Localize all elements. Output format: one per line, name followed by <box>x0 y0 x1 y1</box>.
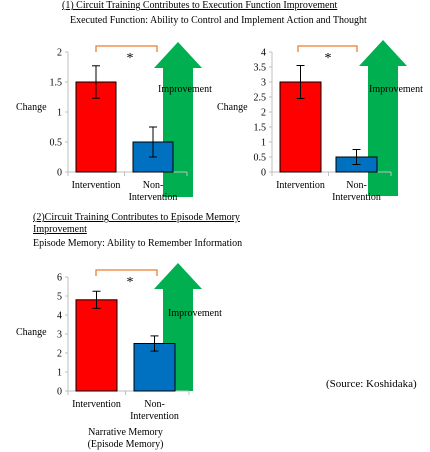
y-tick-label: 1 <box>261 138 266 149</box>
section2-heading-line1: (2)Circuit Training Contributes to Episo… <box>33 212 240 223</box>
y-axis-label: Change <box>16 327 47 338</box>
x-category-label: Non- <box>346 180 367 191</box>
section2-subheading: Episode Memory: Ability to Remember Info… <box>33 238 243 249</box>
x-category-label: Intervention <box>129 192 178 203</box>
y-tick-label: 1 <box>57 108 62 119</box>
y-tick-label: 1 <box>57 368 62 379</box>
y-tick-label: 0.5 <box>254 153 267 164</box>
x-category-label: Non- <box>143 180 164 191</box>
x-category-label: Intervention <box>276 180 325 191</box>
y-tick-label: 6 <box>57 273 62 284</box>
significance-bracket <box>297 45 358 52</box>
significance-star: * <box>325 51 332 66</box>
improvement-label: Improvement <box>369 84 423 95</box>
y-tick-label: 5 <box>57 292 62 303</box>
section2-heading-line2: Improvement <box>33 224 87 235</box>
x-category-label: Intervention <box>72 180 121 191</box>
section1-heading: (1) Circuit Training Contributes to Exec… <box>62 0 338 11</box>
y-tick-label: 3 <box>261 78 266 89</box>
y-tick-label: 4 <box>57 311 62 322</box>
y-tick-label: 2 <box>57 349 62 360</box>
y-tick-label: 3.5 <box>254 63 267 74</box>
y-tick-label: 0 <box>57 387 62 398</box>
source-note: (Source: Koshidaka) <box>326 378 417 390</box>
y-tick-label: 1.5 <box>50 78 63 89</box>
y-tick-label: 0 <box>57 168 62 179</box>
y-tick-label: 1.5 <box>254 123 267 134</box>
y-tick-label: 0.5 <box>50 138 63 149</box>
x-category-label: Intervention <box>332 192 381 203</box>
significance-star: * <box>127 275 134 290</box>
x-axis-title: (Episode Memory) <box>88 439 164 450</box>
improvement-label: Improvement <box>158 84 212 95</box>
x-category-label: Intervention <box>130 411 179 422</box>
y-tick-label: 2 <box>57 48 62 59</box>
y-tick-label: 4 <box>261 48 266 59</box>
significance-star: * <box>127 51 134 66</box>
section1-subheading: Executed Function: Ability to Control an… <box>70 15 367 26</box>
y-tick-label: 2 <box>261 108 266 119</box>
significance-bracket <box>95 269 158 276</box>
y-tick-label: 0 <box>261 168 266 179</box>
x-category-label: Intervention <box>72 399 121 410</box>
bar-intervention <box>75 299 118 392</box>
significance-bracket <box>95 45 158 52</box>
y-tick-label: 2.5 <box>254 93 267 104</box>
y-tick-label: 3 <box>57 330 62 341</box>
y-axis-label: Change <box>217 102 248 113</box>
x-axis-title: Narrative Memory <box>88 427 163 438</box>
x-category-label: Non- <box>144 399 165 410</box>
y-axis-label: Change <box>16 102 47 113</box>
improvement-label: Improvement <box>168 308 222 319</box>
